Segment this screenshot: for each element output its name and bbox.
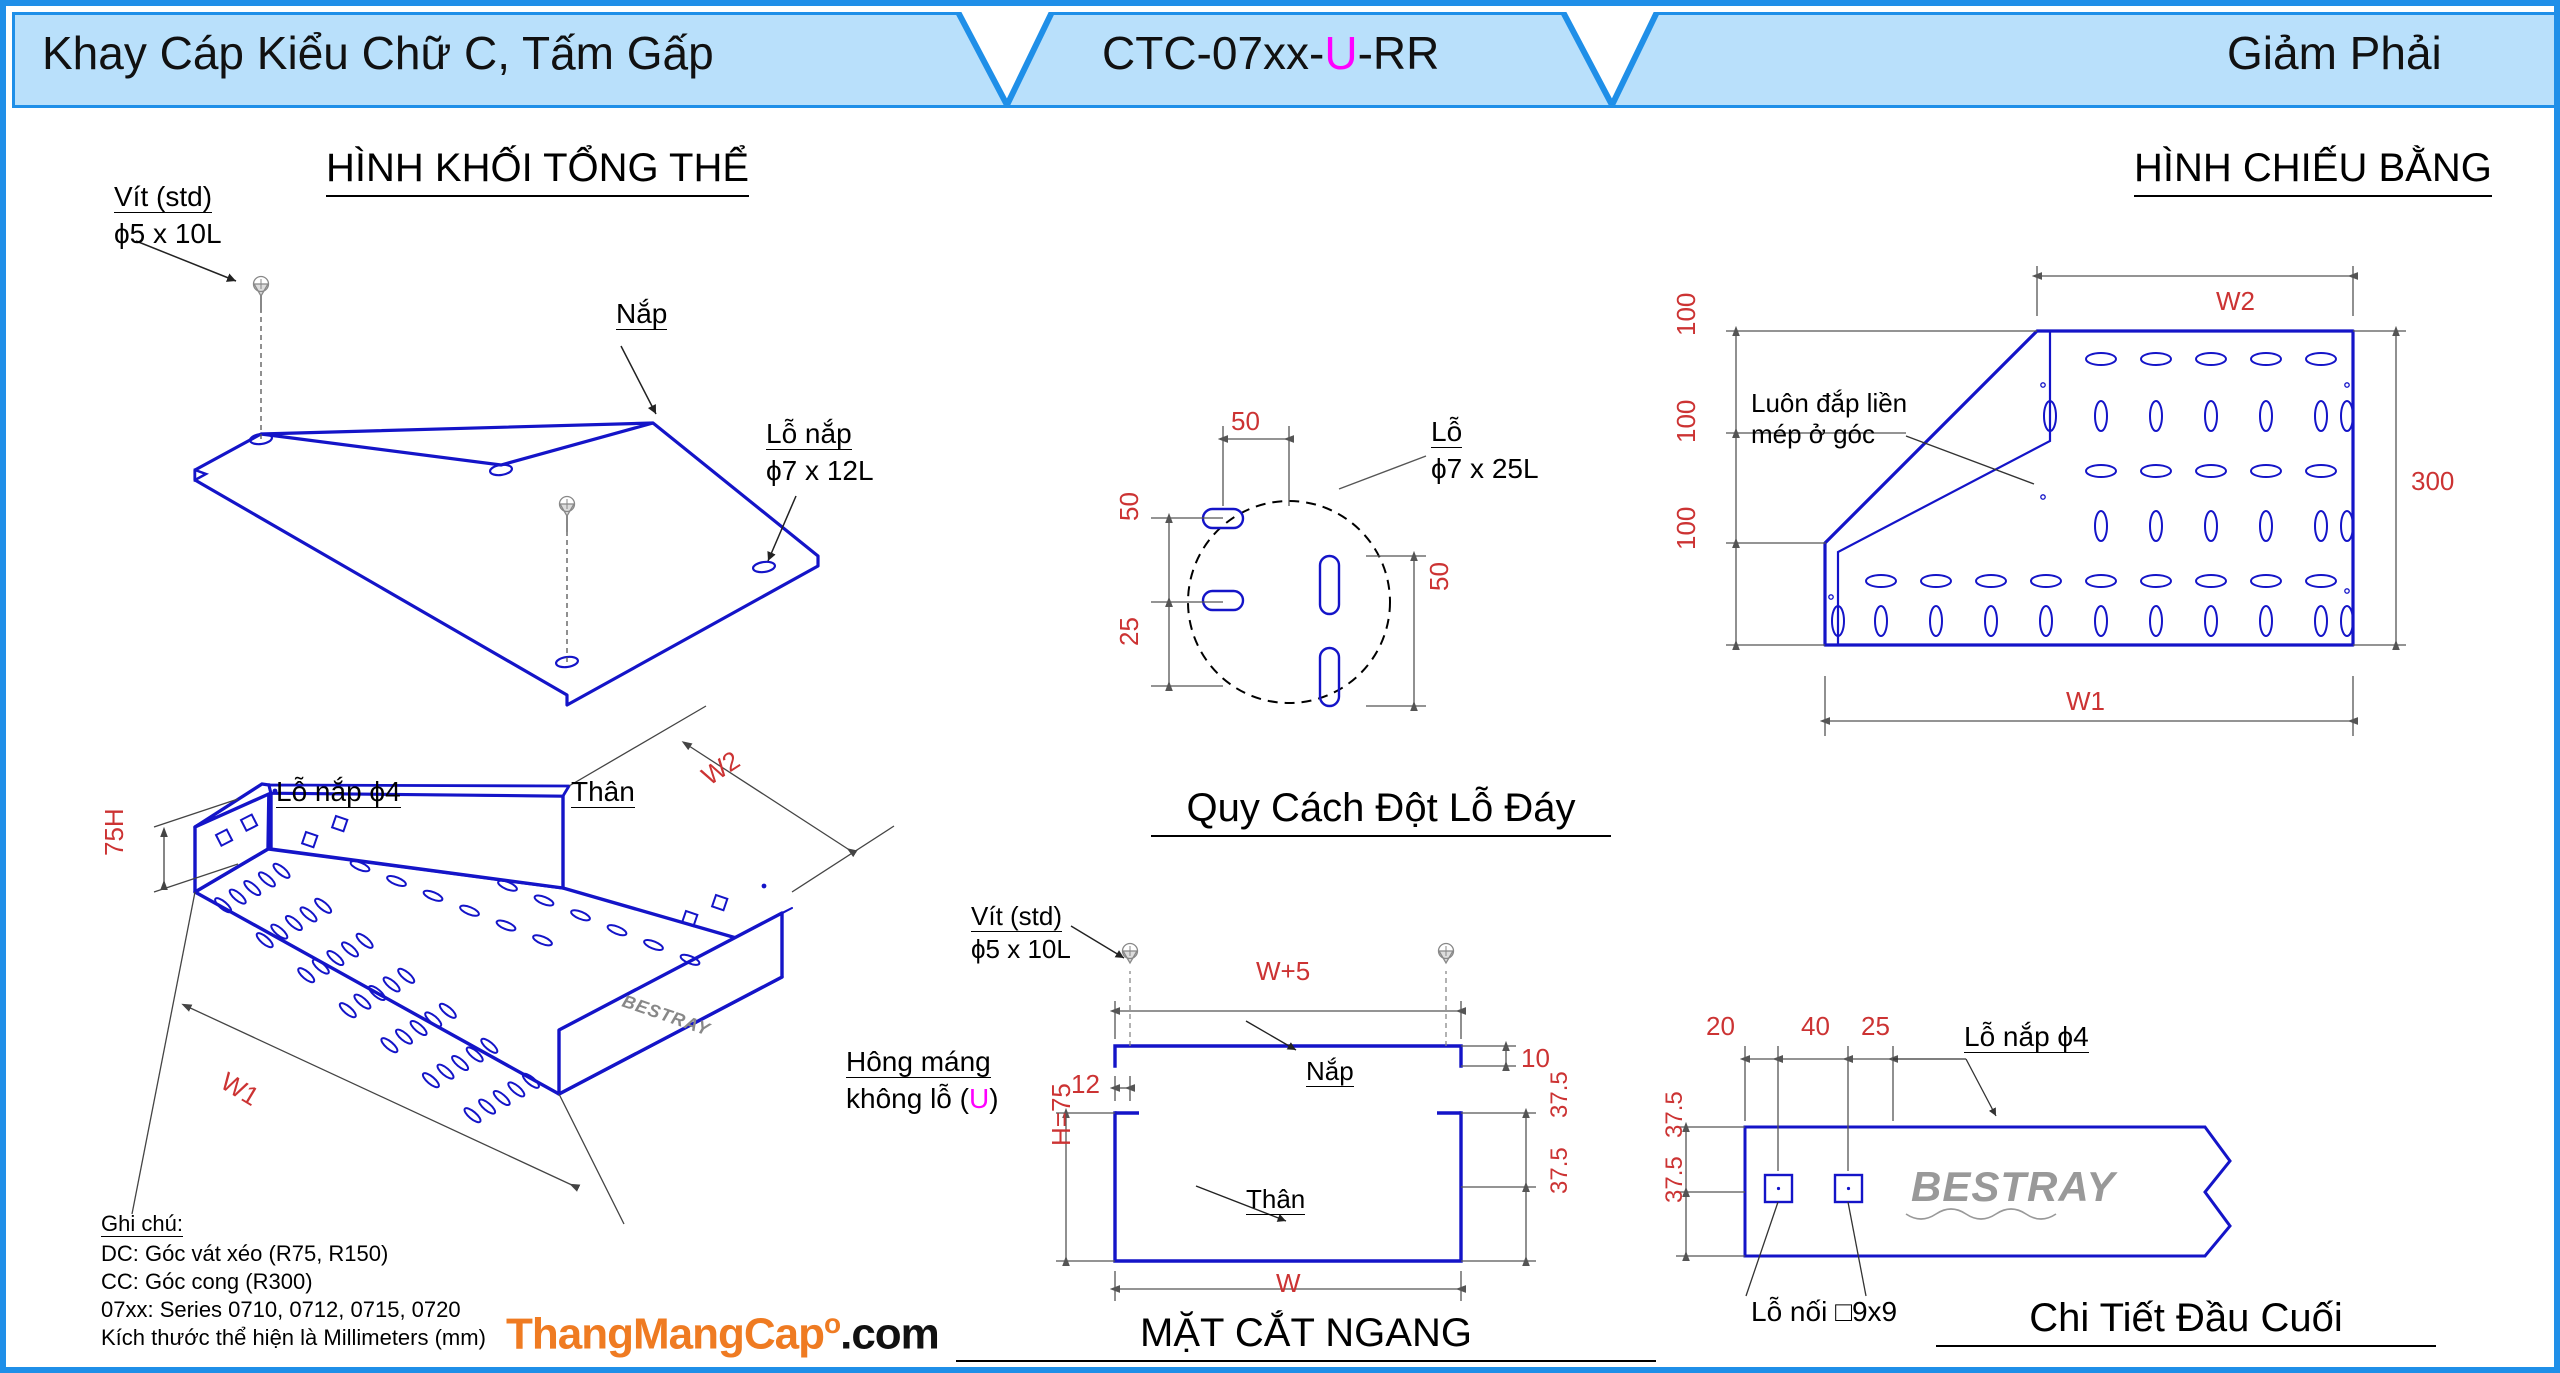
svg-text:BESTRAY: BESTRAY bbox=[1911, 1163, 2119, 1210]
